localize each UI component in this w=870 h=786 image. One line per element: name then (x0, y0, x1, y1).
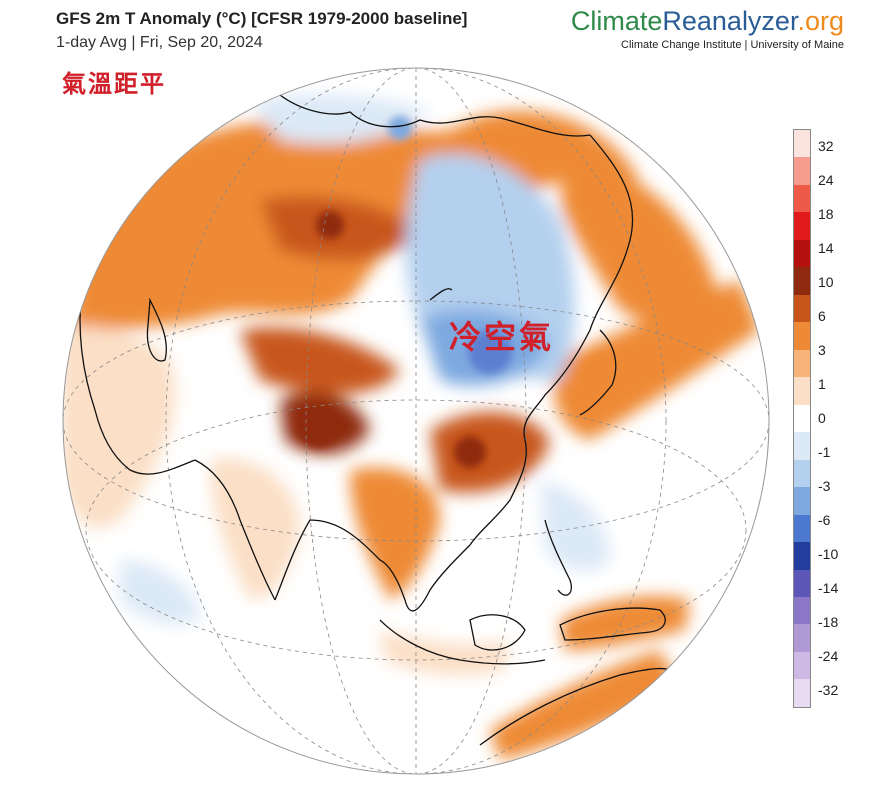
region-cool-arctic (250, 94, 430, 144)
colorbar-tick-label: -32 (818, 682, 839, 698)
coast-borneo (469, 614, 526, 651)
region-warm-pacific-band (554, 280, 760, 440)
colorbar-swatch (794, 349, 810, 378)
annotation-cold-air: 冷空氣 (449, 318, 555, 356)
coast-baikal (429, 288, 453, 301)
map-title: GFS 2m T Anomaly (°C) [CFSR 1979-2000 ba… (56, 9, 468, 28)
anomaly-fill (63, 94, 760, 760)
colorbar-swatch (794, 404, 810, 433)
colorbar-tick-label: 18 (818, 206, 834, 222)
colorbar-swatch (794, 294, 810, 323)
colorbar-tick-label: -10 (818, 546, 839, 562)
region-warm-east-siberia (560, 160, 720, 328)
region-warm-india (210, 458, 300, 600)
colorbar-swatch (794, 184, 810, 213)
colorbar-swatch (794, 157, 810, 185)
anomaly-speckle (298, 116, 616, 468)
colorbar-swatch (794, 569, 810, 597)
map-subtitle: 1-day Avg | Fri, Sep 20, 2024 (56, 34, 263, 51)
colorbar-swatch (794, 514, 810, 543)
coast-japan (579, 329, 617, 416)
colorbar-swatch (794, 239, 810, 268)
colorbar-swatch (794, 542, 810, 570)
speckle-cold-north (388, 116, 412, 140)
colorbar-tick-label: 6 (818, 308, 826, 324)
colorbar-tick-label: 24 (818, 172, 834, 188)
colorbar-swatch (794, 596, 810, 625)
brand-logo: ClimateReanalyzer.org Climate Change Ins… (571, 6, 844, 51)
region-warm-west (63, 326, 176, 528)
anomaly-field (63, 68, 769, 774)
colorbar-tick-label: 3 (818, 342, 826, 358)
coast-arabia (94, 409, 196, 475)
region-warm-indonesia (380, 630, 510, 676)
colorbar-swatch (794, 377, 810, 405)
coast-philippines (544, 519, 572, 596)
colorbar-tick-label: 14 (818, 240, 834, 256)
coast-india-east (274, 519, 381, 601)
colorbar-tick-label: -1 (818, 444, 831, 460)
speckle-warm-japan (584, 354, 616, 386)
brand-word-org: .org (797, 6, 844, 36)
colorbar (793, 129, 811, 708)
brand-word-climate: Climate (570, 6, 663, 36)
speckle-hot-tibet (298, 408, 338, 448)
region-hot-china (430, 411, 550, 493)
colorbar-tick-label: -24 (818, 648, 839, 664)
colorbar-tick-label: 10 (818, 274, 834, 290)
coast-arctic (279, 94, 591, 137)
colorbar-tick-label: -14 (818, 580, 839, 596)
region-warm-australia (490, 650, 680, 760)
colorbar-swatch (794, 212, 810, 240)
colorbar-swatch (794, 487, 810, 515)
region-cool-philippine-sea (540, 480, 610, 571)
colorbar-swatch (794, 624, 810, 652)
coast-indochina (379, 544, 471, 612)
colorbar-tick-label: -3 (818, 478, 831, 494)
brand-wordmark: ClimateReanalyzer.org (571, 6, 844, 37)
colorbar-swatch (794, 459, 810, 488)
colorbar-swatch (794, 267, 810, 295)
coast-sumatra-java (379, 619, 546, 665)
colorbar-tick-label: 32 (818, 138, 834, 154)
brand-subtitle: Climate Change Institute | University of… (621, 39, 844, 51)
colorbar-tick-label: 0 (818, 410, 826, 426)
coast-caspian (146, 297, 167, 362)
globe-outline (62, 67, 770, 775)
coastlines (79, 94, 681, 746)
region-cool-indian-ocean (120, 560, 200, 624)
coast-new-guinea (559, 607, 666, 641)
region-warm-indochina (350, 467, 440, 600)
colorbar-swatch (794, 130, 810, 158)
coast-east-asia (469, 134, 634, 546)
coast-india-west (194, 459, 276, 601)
colorbar-swatch (794, 322, 810, 350)
colorbar-swatch (794, 679, 810, 707)
annotation-anomaly-label: 氣溫距平 (62, 69, 166, 98)
colorbar-swatch (794, 651, 810, 680)
colorbar-tick-label: 1 (818, 376, 826, 392)
speckle-hot-north-china (454, 436, 486, 468)
colorbar-tick-label: -18 (818, 614, 839, 630)
colorbar-swatch (794, 432, 810, 460)
colorbar-tick-label: -6 (818, 512, 831, 528)
region-warm-central-asia (240, 327, 400, 394)
graticule-meridian (165, 68, 667, 774)
speckle-cold-core (468, 330, 512, 374)
brand-word-reanalyzer: Reanalyzer (662, 6, 798, 36)
coast-australia (479, 667, 681, 746)
speckle-hot-siberia (316, 211, 344, 239)
